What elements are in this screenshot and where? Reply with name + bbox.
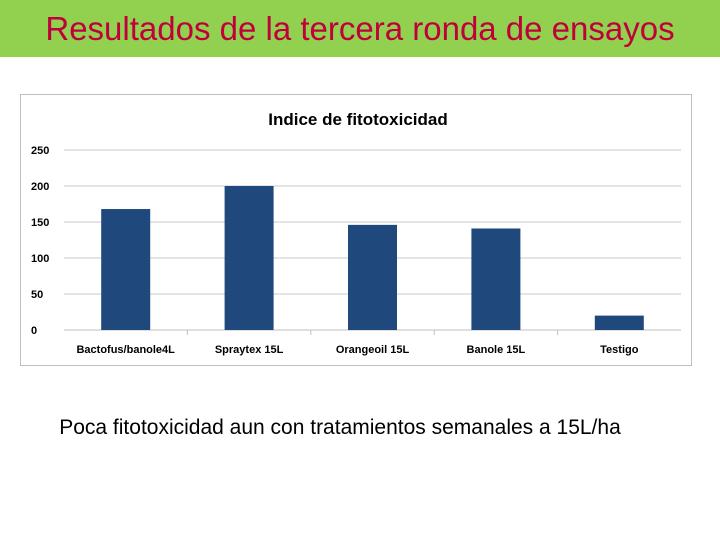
bar-4 — [471, 228, 521, 330]
x-tick-label: Testigo — [600, 344, 639, 356]
y-tick-label: 250 — [31, 145, 49, 157]
bar-5 — [594, 315, 644, 330]
bar-chart: Indice de fitotoxicidad 0 50 100 150 200 250 B… — [31, 110, 681, 356]
slide-title: Resultados de la tercera ronda de ensayo… — [45, 10, 675, 47]
y-tick-label: 0 — [31, 325, 37, 337]
x-tick-label: Orangeoil 15L — [336, 344, 410, 356]
y-tick-label: 100 — [31, 253, 49, 265]
y-tick-label: 50 — [31, 289, 43, 301]
y-tick-label: 200 — [31, 181, 49, 193]
bar-2 — [224, 186, 274, 330]
caption-text: Poca fitotoxicidad aun con tratamientos … — [59, 416, 621, 439]
x-tick-label: Spraytex 15L — [215, 344, 284, 356]
y-tick-label: 150 — [31, 217, 49, 229]
chart-title: Indice de fitotoxicidad — [268, 110, 447, 129]
title-bar: Resultados de la tercera ronda de ensayo… — [0, 0, 720, 57]
bar-1 — [101, 209, 151, 330]
x-tick-label: Banole 15L — [467, 344, 526, 356]
bar-3 — [348, 224, 397, 330]
x-tick-label: Bactofus/banole4L — [76, 344, 175, 356]
chart-frame: Indice de fitotoxicidad 0 50 100 150 200 250 B… — [20, 94, 692, 366]
